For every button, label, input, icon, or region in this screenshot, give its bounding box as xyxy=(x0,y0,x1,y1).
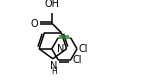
Text: N: N xyxy=(50,62,58,72)
Text: O: O xyxy=(30,19,38,29)
Text: Cl: Cl xyxy=(73,55,82,65)
Text: H: H xyxy=(51,67,57,76)
Text: Cl: Cl xyxy=(79,44,88,54)
Text: OH: OH xyxy=(45,0,60,9)
Text: N: N xyxy=(57,44,64,54)
